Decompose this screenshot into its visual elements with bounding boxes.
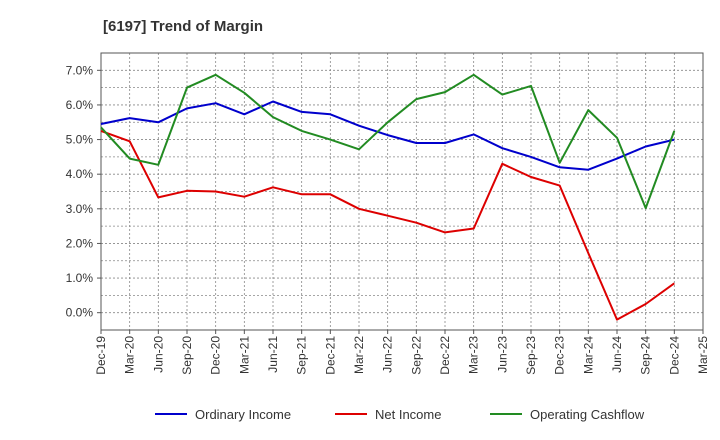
y-tick-label: 7.0% — [66, 63, 94, 77]
x-tick-label: Sep-24 — [639, 336, 653, 375]
legend: Ordinary Income Net Income Operating Cashf… — [155, 407, 645, 422]
x-tick-label: Dec-23 — [553, 336, 567, 375]
x-tick-label: Dec-20 — [209, 336, 223, 375]
plot-frame — [100, 52, 704, 331]
x-tick-label: Dec-21 — [323, 336, 337, 375]
x-tick-label: Mar-23 — [467, 336, 481, 374]
y-tick-label: 3.0% — [66, 202, 94, 216]
series-line-ordinary-income — [100, 100, 675, 171]
x-tick-label: Dec-24 — [667, 336, 681, 375]
x-tick-label: Jun-20 — [151, 336, 165, 373]
x-tick-label: Mar-22 — [352, 336, 366, 374]
x-tick-label: Dec-19 — [94, 336, 108, 375]
y-tick-label: 1.0% — [66, 271, 94, 285]
legend-label-operating-cashflow: Operating Cashflow — [530, 407, 645, 422]
y-tick-label: 4.0% — [66, 167, 94, 181]
y-tick-label: 5.0% — [66, 133, 94, 147]
x-tick-label: Sep-21 — [295, 336, 309, 375]
x-tick-label: Jun-24 — [610, 336, 624, 373]
grid-lines — [101, 53, 703, 330]
legend-label-net-income: Net Income — [375, 407, 441, 422]
x-tick-label: Dec-22 — [438, 336, 452, 375]
x-tick-label: Sep-23 — [524, 336, 538, 375]
x-tick-label: Mar-21 — [237, 336, 251, 374]
y-axis: 7.0% 6.0% 5.0% 4.0% 3.0% 2.0% 1.0% 0.0% — [66, 63, 101, 320]
x-axis: Dec-19 Mar-20 Jun-20 Sep-20 Dec-20 Mar-21 Jun-… — [94, 330, 710, 375]
series-line-operating-cashflow — [100, 73, 676, 210]
x-tick-label: Mar-20 — [123, 336, 137, 374]
series-lines — [100, 73, 676, 321]
x-tick-label: Jun-21 — [266, 336, 280, 373]
x-tick-label: Sep-22 — [409, 336, 423, 375]
series-line-net-income — [100, 129, 675, 321]
x-tick-label: Jun-22 — [381, 336, 395, 373]
x-tick-label: Mar-24 — [581, 336, 595, 374]
x-tick-label: Mar-25 — [696, 336, 710, 374]
y-tick-label: 0.0% — [66, 306, 94, 320]
legend-label-ordinary-income: Ordinary Income — [195, 407, 291, 422]
y-tick-label: 2.0% — [66, 236, 94, 250]
x-tick-label: Jun-23 — [495, 336, 509, 373]
x-tick-label: Sep-20 — [180, 336, 194, 375]
chart-title: [6197] Trend of Margin — [103, 18, 263, 35]
y-tick-label: 6.0% — [66, 98, 94, 112]
